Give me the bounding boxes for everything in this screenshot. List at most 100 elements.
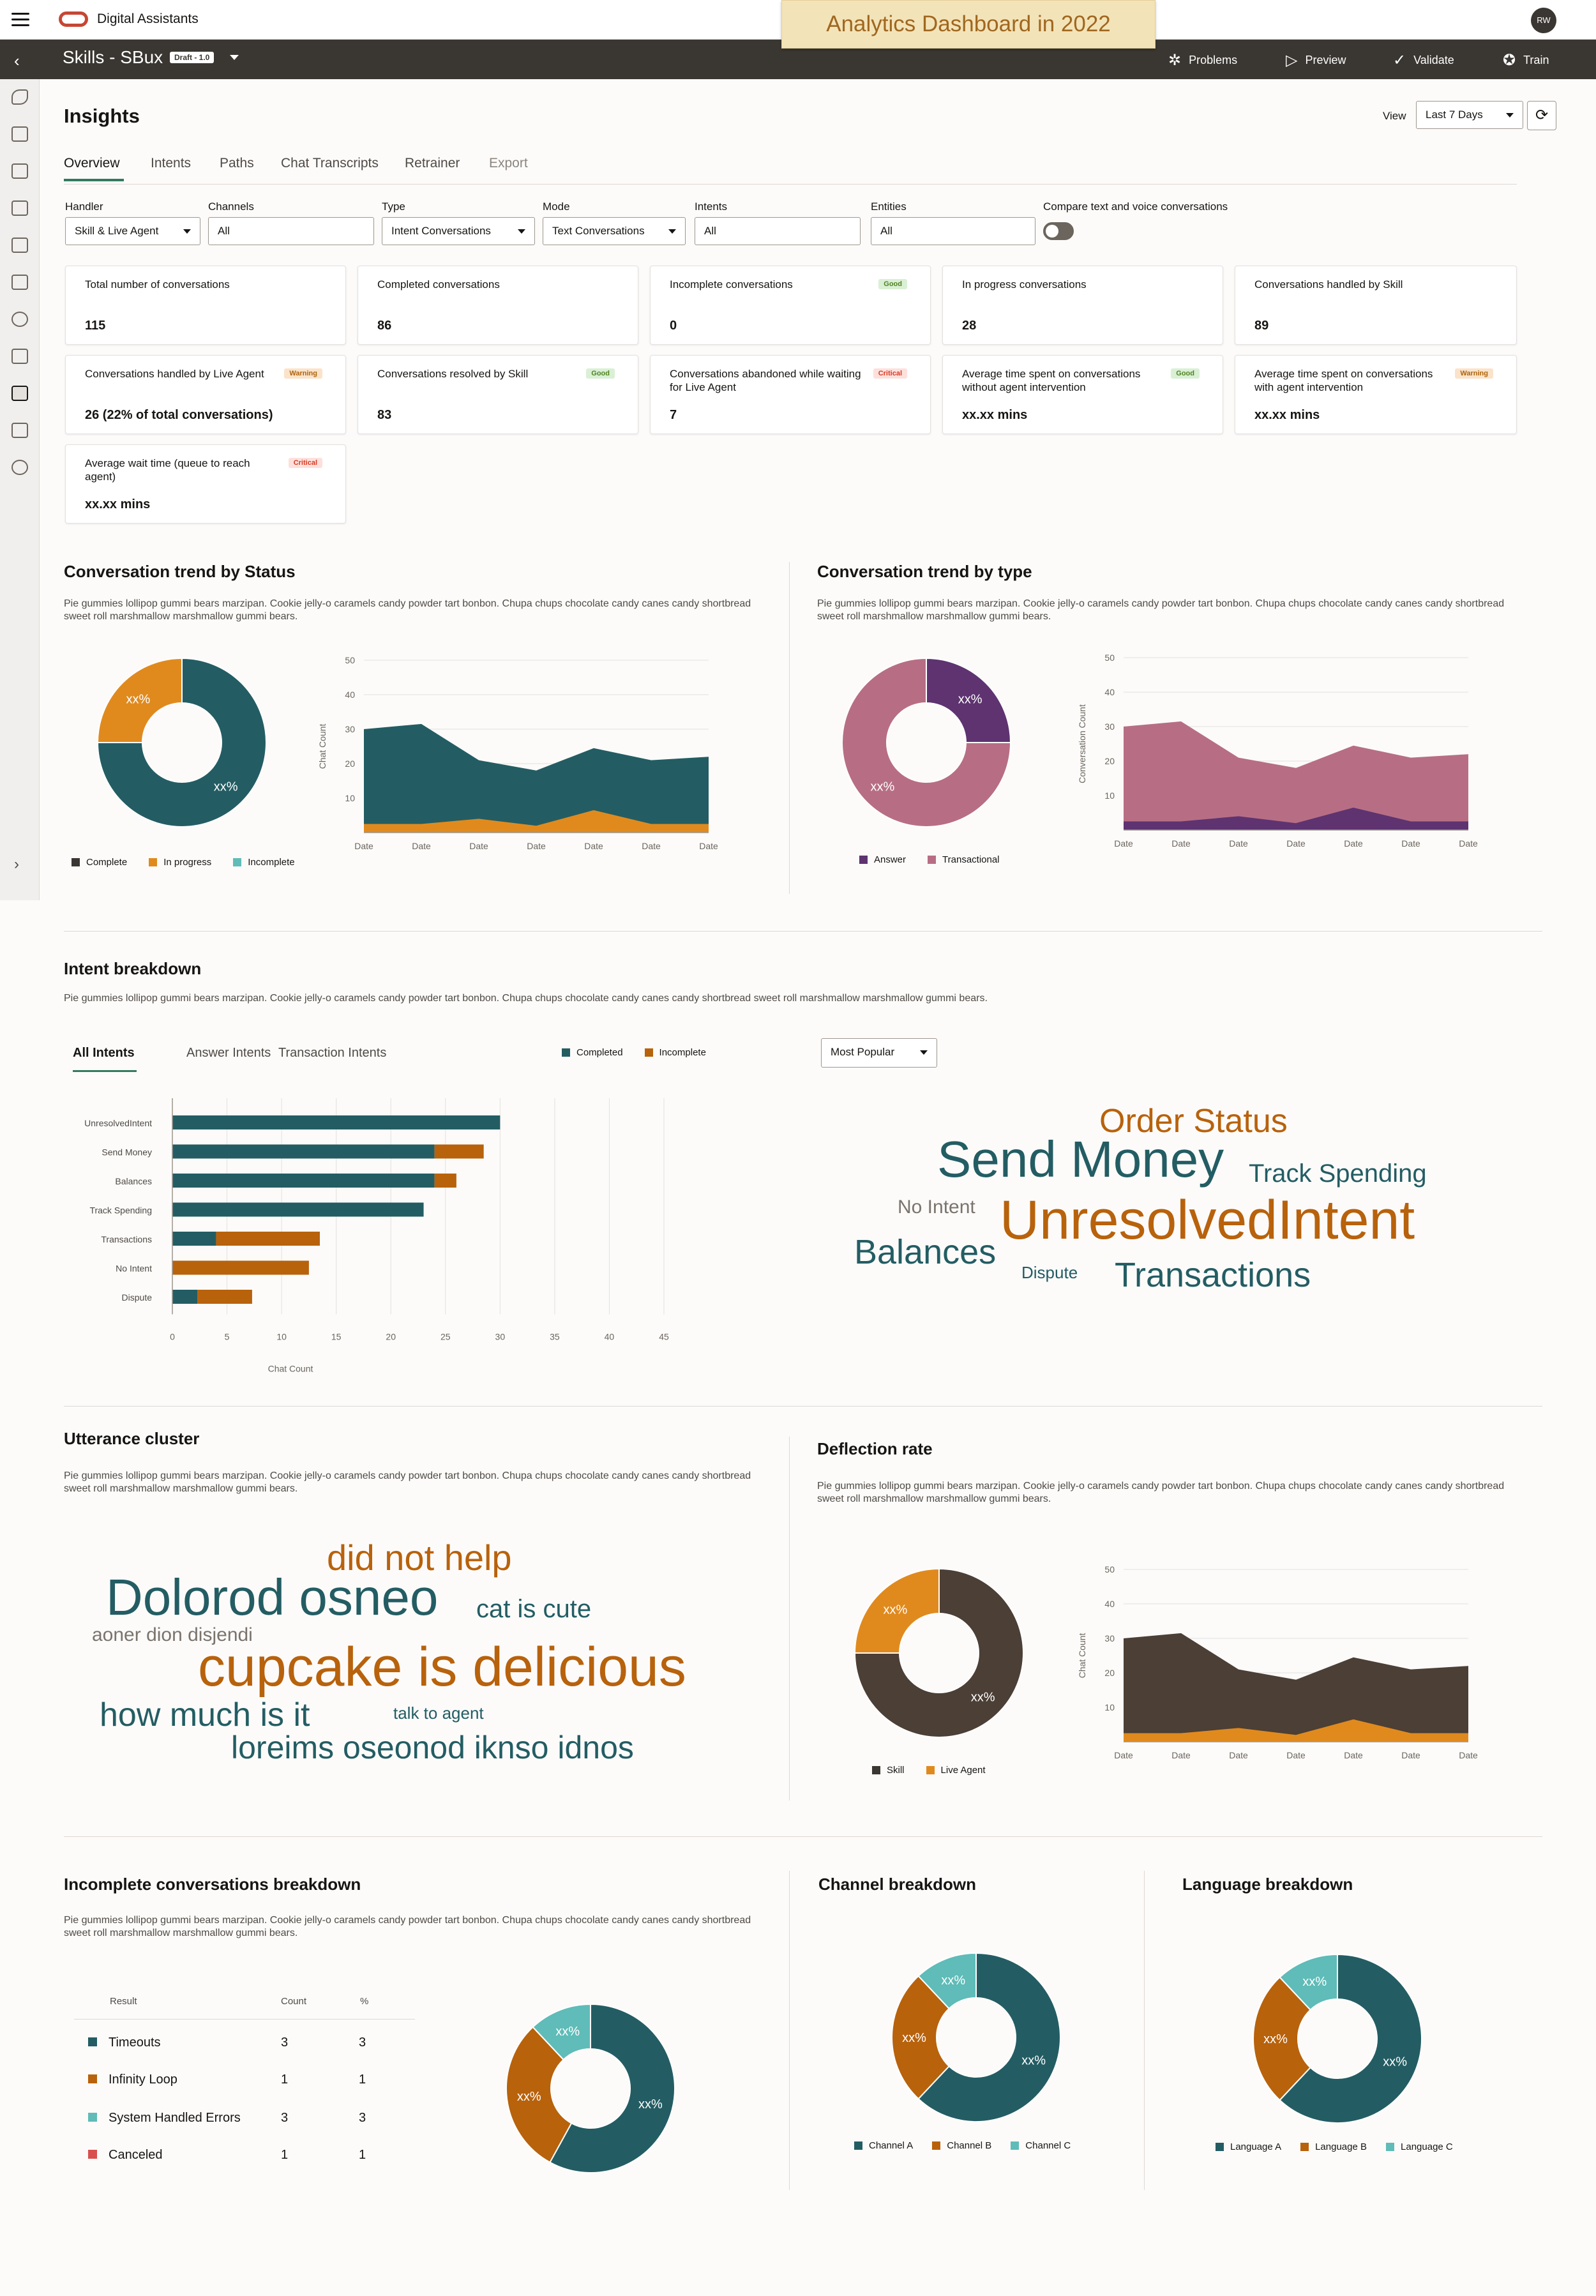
intents-input[interactable]: All	[695, 217, 861, 245]
pie-slice	[926, 657, 1012, 743]
tab-retrainer[interactable]: Retrainer	[405, 156, 460, 170]
x-tick-label: Date	[1344, 838, 1363, 849]
nav-quality-icon[interactable]	[11, 312, 28, 327]
nav-flows-icon[interactable]	[11, 200, 28, 216]
entities-input[interactable]: All	[871, 217, 1035, 245]
nav-components-icon[interactable]	[11, 238, 28, 253]
avatar[interactable]: RW	[1531, 8, 1556, 33]
nav-reports-icon[interactable]	[11, 349, 28, 364]
y-tick-label: 30	[1104, 721, 1115, 732]
x-tick-label: Date	[1229, 1750, 1248, 1760]
nav-resources-icon[interactable]	[11, 275, 28, 290]
pie-slice	[891, 1975, 950, 2100]
x-tick-label: Date	[1401, 1750, 1420, 1760]
word-cloud-term: Transactions	[1115, 1256, 1311, 1294]
y-tick-label: Dispute	[122, 1292, 153, 1303]
deflection-donut-chart: xx% xx%	[854, 1567, 1024, 1738]
type-select[interactable]: Intent Conversations	[382, 217, 535, 245]
tab-intents[interactable]: Intents	[151, 156, 192, 170]
expand-nav-icon[interactable]: ›	[14, 856, 19, 873]
x-tick-label: 20	[386, 1332, 396, 1342]
validate-button[interactable]: ✓ Validate	[1393, 52, 1454, 69]
table-header-pct: %	[360, 1996, 369, 2007]
table-row: System Handled Errors	[88, 2111, 241, 2126]
kpi-card: Conversations handled by Live Agent Warni…	[65, 355, 346, 434]
subtab-transaction-intents[interactable]: Transaction Intents	[278, 1046, 387, 1060]
x-tick-label: Date	[1344, 1750, 1363, 1760]
tab-chat-transcripts[interactable]: Chat Transcripts	[281, 156, 379, 170]
train-button[interactable]: ✪ Train	[1503, 52, 1549, 69]
type-donut-chart: xx% xx%	[841, 657, 1012, 827]
section-description: Pie gummies lollipop gummi bears marzipa…	[817, 598, 1505, 622]
bar	[172, 1115, 501, 1129]
preview-button[interactable]: ▷ Preview	[1286, 52, 1346, 69]
app-title: Digital Assistants	[97, 11, 199, 26]
legend-item: Live Agent	[926, 1765, 986, 1776]
intent-legend: Completed Incomplete	[562, 1047, 706, 1058]
mode-select[interactable]: Text Conversations	[543, 217, 686, 245]
nav-data-icon[interactable]	[11, 423, 28, 438]
type-legend: Answer Transactional	[859, 854, 1000, 865]
y-tick-label: 50	[345, 655, 355, 665]
draft-badge: Draft - 1.0	[170, 52, 215, 63]
y-tick-label: Balances	[115, 1176, 152, 1186]
x-tick-label: Date	[1171, 1750, 1191, 1760]
x-axis-label: Chat Count	[268, 1364, 313, 1374]
subtab-answer-intents[interactable]: Answer Intents	[186, 1046, 271, 1060]
page-title: Insights	[64, 105, 140, 127]
x-tick-label: Date	[1114, 1750, 1133, 1760]
skill-dropdown-icon[interactable]	[230, 55, 239, 60]
y-tick-label: 30	[1104, 1633, 1115, 1643]
slice-label: xx%	[214, 780, 238, 794]
skill-title[interactable]: Skills - SBux	[63, 47, 163, 67]
section-description: Pie gummies lollipop gummi bears marzipa…	[817, 1481, 1505, 1504]
subtab-all-intents[interactable]: All Intents	[73, 1046, 135, 1060]
tab-export[interactable]: Export	[489, 156, 528, 170]
channels-input[interactable]: All	[208, 217, 374, 245]
active-tab-indicator	[64, 179, 124, 181]
hamburger-menu-icon[interactable]	[11, 13, 29, 27]
x-tick-label: Date	[1459, 1750, 1478, 1760]
pie-slice	[854, 1567, 940, 1654]
bar	[172, 1232, 216, 1246]
divider	[1144, 1871, 1145, 2190]
nav-insights-icon[interactable]	[11, 386, 28, 401]
y-tick-label: 10	[345, 793, 355, 803]
problems-button[interactable]: ✲ Problems	[1168, 52, 1238, 69]
nav-intents-icon[interactable]	[11, 126, 28, 142]
bar	[172, 1260, 309, 1275]
kpi-card: Conversations abandoned while waiting fo…	[650, 355, 931, 434]
x-tick-label: 10	[276, 1332, 287, 1342]
sort-select[interactable]: Most Popular	[821, 1038, 937, 1068]
table-cell: 3	[359, 2111, 366, 2125]
pie-slice	[917, 1952, 1061, 2122]
tab-paths[interactable]: Paths	[220, 156, 254, 170]
nav-settings-icon[interactable]	[11, 460, 28, 475]
view-select[interactable]: Last 7 Days	[1416, 101, 1523, 129]
bug-icon: ✲	[1168, 52, 1182, 69]
active-subtab-indicator	[73, 1070, 137, 1072]
kpi-card: Conversations handled by Skill 89	[1235, 266, 1517, 345]
handler-select[interactable]: Skill & Live Agent	[65, 217, 200, 245]
section-title-language: Language breakdown	[1182, 1875, 1353, 1894]
tab-overview[interactable]: Overview	[64, 156, 120, 170]
word-cloud-term: Send Money	[937, 1131, 1224, 1188]
x-tick-label: Date	[469, 841, 488, 851]
x-tick-label: Date	[642, 841, 661, 851]
word-cloud-term: loreims oseonod iknso idnos	[231, 1730, 634, 1765]
nav-entities-icon[interactable]	[11, 163, 28, 179]
table-cell: 1	[281, 2148, 289, 2162]
compare-toggle[interactable]	[1043, 222, 1074, 240]
entities-label: Entities	[871, 200, 907, 213]
refresh-icon[interactable]: ⟳	[1527, 101, 1556, 130]
deflection-legend: Skill Live Agent	[872, 1765, 986, 1776]
kpi-card: Average time spent on conversations with…	[1235, 355, 1517, 434]
section-description: Pie gummies lollipop gummi bears marzipa…	[64, 1470, 751, 1494]
pie-slice	[506, 2026, 573, 2164]
nav-edit-icon[interactable]	[11, 89, 28, 105]
back-arrow-icon[interactable]: ‹	[14, 51, 20, 70]
mode-label: Mode	[543, 200, 570, 213]
dashboard-banner: Analytics Dashboard in 2022	[781, 0, 1156, 49]
x-tick-label: Date	[1286, 1750, 1306, 1760]
slice-label: xx%	[555, 2025, 580, 2039]
